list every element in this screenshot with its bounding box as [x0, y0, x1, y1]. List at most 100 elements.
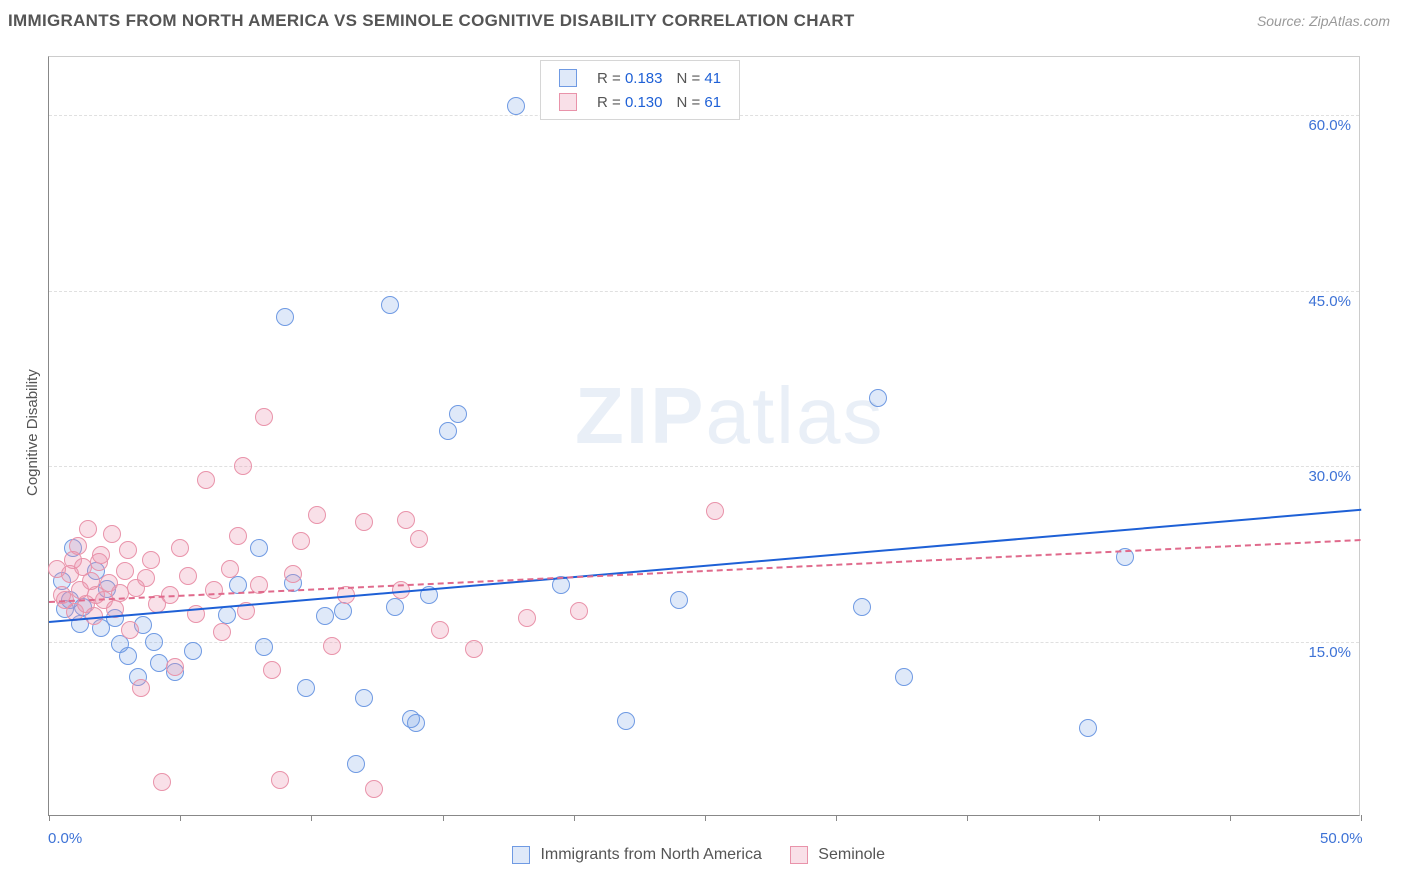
data-point — [153, 773, 171, 791]
data-point — [439, 422, 457, 440]
data-point — [706, 502, 724, 520]
x-tick-label: 0.0% — [48, 830, 82, 847]
data-point — [347, 755, 365, 773]
data-point — [386, 598, 404, 616]
data-point — [276, 308, 294, 326]
x-tick — [574, 815, 575, 821]
data-point — [166, 658, 184, 676]
y-tick-label: 60.0% — [1308, 117, 1351, 134]
data-point — [297, 679, 315, 697]
legend-item-b: Seminole — [790, 846, 885, 864]
legend-stats: R = 0.183 N = 41 R = 0.130 N = 61 — [540, 60, 740, 120]
x-tick — [49, 815, 50, 821]
y-tick-label: 15.0% — [1308, 644, 1351, 661]
source-name: ZipAtlas.com — [1309, 13, 1390, 29]
data-point — [137, 569, 155, 587]
n-value-a: 41 — [704, 70, 721, 87]
data-point — [355, 689, 373, 707]
trend-line — [49, 508, 1361, 622]
data-point — [205, 581, 223, 599]
data-point — [284, 565, 302, 583]
data-point — [895, 668, 913, 686]
data-point — [145, 633, 163, 651]
data-point — [316, 607, 334, 625]
data-point — [334, 602, 352, 620]
x-tick — [180, 815, 181, 821]
data-point — [410, 530, 428, 548]
data-point — [507, 97, 525, 115]
swatch-bottom-b — [790, 846, 808, 864]
data-point — [670, 591, 688, 609]
data-point — [92, 546, 110, 564]
data-point — [229, 527, 247, 545]
data-point — [518, 609, 536, 627]
data-point — [449, 405, 467, 423]
x-tick — [967, 815, 968, 821]
data-point — [119, 541, 137, 559]
r-value-b: 0.130 — [625, 94, 663, 111]
legend-item-a: Immigrants from North America — [512, 846, 762, 864]
data-point — [292, 532, 310, 550]
data-point — [365, 780, 383, 798]
data-point — [308, 506, 326, 524]
chart-header: IMMIGRANTS FROM NORTH AMERICA VS SEMINOL… — [0, 0, 1406, 42]
legend-row-series-b: R = 0.130 N = 61 — [553, 91, 727, 113]
swatch-series-b — [559, 93, 577, 111]
data-point — [407, 714, 425, 732]
x-tick — [1361, 815, 1362, 821]
data-point — [69, 537, 87, 555]
data-point — [121, 621, 139, 639]
data-point — [853, 598, 871, 616]
watermark: ZIPatlas — [575, 370, 884, 462]
data-point — [617, 712, 635, 730]
x-tick — [1230, 815, 1231, 821]
data-point — [116, 562, 134, 580]
data-point — [381, 296, 399, 314]
data-point — [103, 525, 121, 543]
data-point — [1079, 719, 1097, 737]
data-point — [255, 638, 273, 656]
swatch-series-a — [559, 69, 577, 87]
legend-label-b: Seminole — [818, 846, 885, 863]
x-tick — [1099, 815, 1100, 821]
data-point — [234, 457, 252, 475]
x-tick-label: 50.0% — [1320, 830, 1363, 847]
data-point — [132, 679, 150, 697]
data-point — [323, 637, 341, 655]
data-point — [570, 602, 588, 620]
data-point — [179, 567, 197, 585]
legend-label-a: Immigrants from North America — [540, 846, 761, 863]
x-tick — [443, 815, 444, 821]
data-point — [431, 621, 449, 639]
data-point — [263, 661, 281, 679]
y-tick-label: 30.0% — [1308, 468, 1351, 485]
legend-row-series-a: R = 0.183 N = 41 — [553, 67, 727, 89]
data-point — [271, 771, 289, 789]
gridline — [49, 291, 1359, 292]
trend-line — [49, 539, 1361, 603]
x-tick — [705, 815, 706, 821]
data-point — [197, 471, 215, 489]
chart-title: IMMIGRANTS FROM NORTH AMERICA VS SEMINOL… — [8, 11, 855, 31]
data-point — [119, 647, 137, 665]
data-point — [221, 560, 239, 578]
source-label: Source: ZipAtlas.com — [1257, 13, 1390, 29]
data-point — [184, 642, 202, 660]
swatch-bottom-a — [512, 846, 530, 864]
data-point — [171, 539, 189, 557]
data-point — [465, 640, 483, 658]
data-point — [397, 511, 415, 529]
gridline — [49, 642, 1359, 643]
r-value-a: 0.183 — [625, 70, 663, 87]
data-point — [79, 520, 97, 538]
data-point — [213, 623, 231, 641]
legend-series: Immigrants from North America Seminole — [512, 846, 885, 864]
x-tick — [311, 815, 312, 821]
data-point — [250, 539, 268, 557]
y-axis-label: Cognitive Disability — [24, 369, 41, 496]
data-point — [355, 513, 373, 531]
n-value-b: 61 — [704, 94, 721, 111]
y-tick-label: 45.0% — [1308, 293, 1351, 310]
data-point — [218, 606, 236, 624]
data-point — [142, 551, 160, 569]
